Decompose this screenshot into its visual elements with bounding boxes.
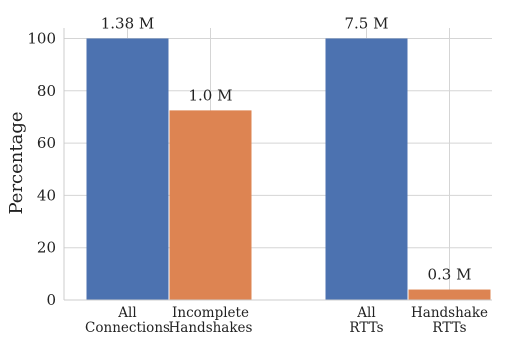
y-tick-label: 60 [37, 134, 56, 152]
y-tick-label: 0 [46, 291, 56, 309]
bar [169, 110, 252, 300]
data-label: 7.5 M [345, 14, 389, 32]
axes [63, 28, 492, 301]
y-tick-label: 100 [27, 29, 56, 47]
category-label: RTTs [349, 320, 383, 336]
category-label: Connections [85, 320, 170, 336]
bar [325, 38, 408, 300]
data-label: 1.38 M [101, 14, 155, 32]
category-label: All [356, 305, 375, 321]
category-label: All [117, 305, 136, 321]
category-label: RTTs [432, 320, 466, 336]
category-label: Handshakes [169, 320, 253, 336]
category-label: Handshake [411, 305, 488, 321]
data-labels: 1.38 M 1.0 M 7.5 M 0.3 M [101, 14, 472, 283]
y-tick-labels: 0 20 40 60 80 100 [27, 29, 56, 309]
bar [86, 38, 169, 300]
y-axis-title: Percentage [6, 111, 27, 214]
y-tick-label: 20 [37, 239, 56, 257]
category-label: Incomplete [172, 305, 249, 321]
y-tick-label: 80 [37, 82, 56, 100]
bars [86, 38, 491, 300]
x-category-labels: AllConnectionsIncompleteHandshakesAllRTT… [85, 305, 488, 336]
bar [408, 289, 491, 300]
y-tick-label: 40 [37, 186, 56, 204]
data-label: 0.3 M [428, 266, 472, 284]
data-label: 1.0 M [189, 86, 233, 104]
